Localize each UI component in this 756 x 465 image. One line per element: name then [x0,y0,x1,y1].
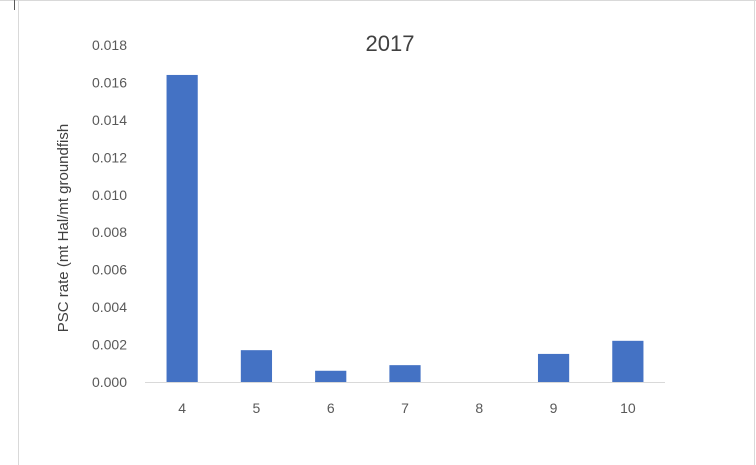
bars [166,74,644,382]
x-tick-label: 5 [253,400,261,416]
y-tick-label: 0.004 [92,299,127,315]
y-tick-label: 0.006 [92,262,127,278]
y-tick-label: 0.000 [92,374,127,390]
frame-right-border [754,0,755,465]
x-tick-label: 7 [401,400,409,416]
bar-7 [389,365,421,382]
y-tick-label: 0.008 [92,224,127,240]
chart-title: 2017 [366,31,415,56]
y-tick-label: 0.002 [92,337,127,353]
x-tick-label: 10 [620,400,636,416]
x-tick-label: 4 [178,400,186,416]
bar-9 [537,353,570,382]
frame-left-border [18,0,19,465]
cell-marker [14,0,15,10]
y-tick-label: 0.012 [92,149,127,165]
y-tick-label: 0.010 [92,187,127,203]
bar-10 [612,340,644,382]
bar-4 [166,74,198,382]
y-tick-label: 0.014 [92,112,127,128]
bar-6 [315,370,347,382]
y-axis-ticks: 0.000 0.002 0.004 0.006 0.008 0.010 0.012 0.014… [92,37,127,390]
frame-top-border [0,0,756,1]
x-axis-ticks: 4 5 6 7 8 9 10 [178,400,636,416]
bar-5 [240,350,273,382]
y-tick-label: 0.018 [92,37,127,53]
x-tick-label: 9 [550,400,558,416]
x-tick-label: 6 [327,400,335,416]
y-axis-title: PSC rate (mt Hal/mt groundfish [55,124,72,332]
y-tick-label: 0.016 [92,74,127,90]
x-tick-label: 8 [475,400,483,416]
